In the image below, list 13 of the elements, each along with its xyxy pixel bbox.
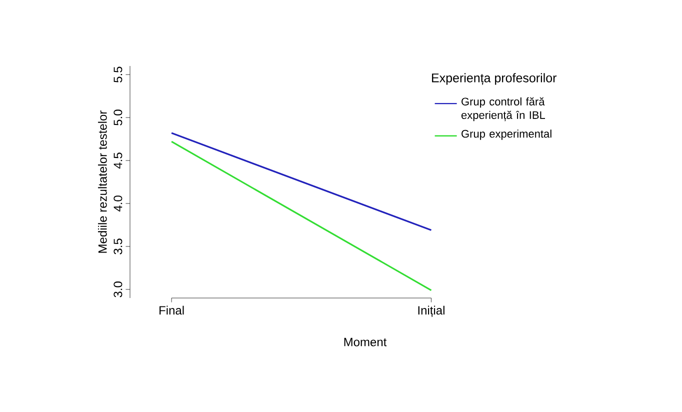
x-tick-label: Final (160, 306, 184, 315)
legend-label: Grup control fără experiență în IBL (461, 97, 546, 122)
legend-label: Grup experimental (462, 130, 552, 140)
y-tick-label: 4.0 (114, 196, 122, 212)
y-tick-label: 3.0 (114, 282, 122, 298)
y-tick-label: 5.0 (114, 110, 122, 126)
y-tick-label: 3.5 (114, 238, 122, 254)
x-tick-label: Inițial (418, 306, 444, 318)
legend-title: Experiența profesorilor (432, 73, 557, 85)
y-tick-label: 4.5 (114, 152, 122, 169)
y-axis-title: Mediile rezultatelor testelor (98, 110, 107, 253)
y-tick-label: 5.5 (114, 66, 122, 82)
x-axis-title: Moment (344, 338, 387, 346)
